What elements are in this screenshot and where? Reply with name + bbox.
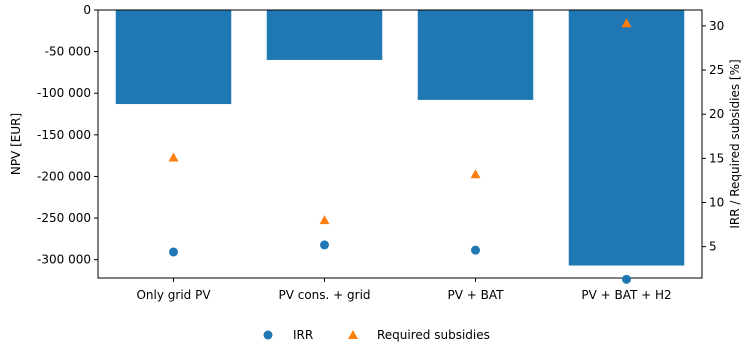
irr-point — [169, 247, 178, 257]
x-tick-label: PV + BAT + H2 — [581, 288, 671, 302]
legend-subsidies-marker — [348, 330, 358, 339]
npv-bar — [266, 10, 383, 60]
y-right-tick-label: 5 — [709, 240, 717, 254]
plot-frame — [97, 9, 703, 279]
y-left-axis-title: NPV [EUR] — [9, 113, 23, 175]
x-tick-label: PV + BAT — [448, 288, 505, 302]
y-right-tick-label: 15 — [709, 151, 724, 165]
y-left-tick-label: -200 000 — [37, 169, 91, 183]
y-right-tick-label: 30 — [709, 19, 724, 33]
irr-point — [471, 245, 480, 255]
y-left-tick-label: -250 000 — [37, 211, 91, 225]
legend-irr-label: IRR — [293, 328, 313, 342]
y-right-tick-label: 10 — [709, 196, 724, 210]
x-tick-label: PV cons. + grid — [278, 288, 370, 302]
y-left-tick-label: -100 000 — [37, 86, 91, 100]
y-right-tick-label: 20 — [709, 107, 724, 121]
npv-bar — [115, 10, 232, 105]
y-right-axis-title: IRR / Required subsidies [%] — [728, 59, 742, 228]
y-right-tick-label: 25 — [709, 63, 724, 77]
y-left-tick-label: -50 000 — [45, 45, 91, 59]
y-left-tick-label: 0 — [83, 3, 91, 17]
legend-irr-marker — [263, 330, 273, 340]
npv-bar — [417, 10, 534, 100]
required-subsidies-point — [470, 169, 481, 179]
irr-point — [622, 274, 631, 284]
npv-bar — [568, 10, 685, 266]
legend-subsidies-label: Required subsidies — [377, 328, 490, 342]
y-left-tick-label: -300 000 — [37, 253, 91, 267]
required-subsidies-point — [168, 152, 179, 162]
required-subsidies-point — [621, 18, 632, 28]
x-tick-label: Only grid PV — [136, 288, 211, 302]
irr-point — [320, 240, 329, 250]
y-left-tick-label: -150 000 — [37, 128, 91, 142]
required-subsidies-point — [319, 215, 330, 225]
